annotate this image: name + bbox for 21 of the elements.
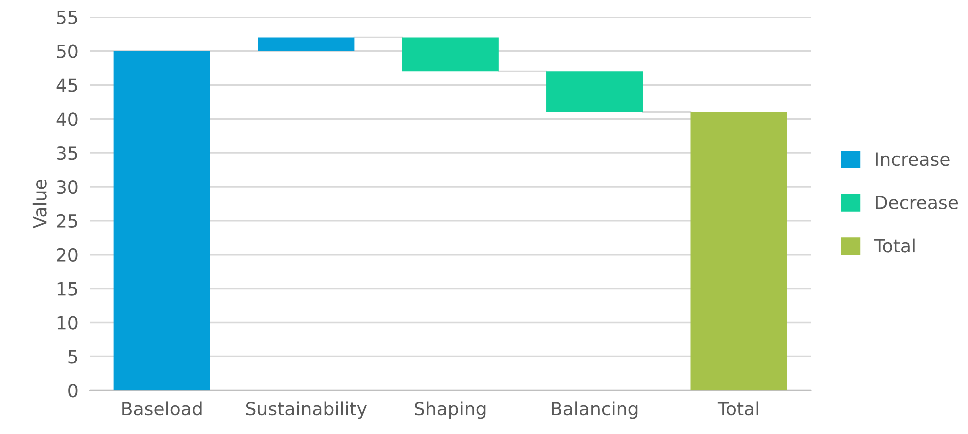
y-tick-label: 15 [58, 282, 78, 296]
x-tick-label: Shaping [415, 402, 486, 420]
y-tick-label: 55 [57, 11, 78, 24]
x-tick-label: Balancing [552, 402, 638, 420]
y-tick-label: 40 [56, 112, 78, 126]
x-tick-label: Sustainability [246, 402, 367, 420]
y-tick-label: 30 [57, 180, 78, 194]
y-tick-label: 50 [57, 44, 78, 58]
y-axis-title: Value [32, 180, 47, 229]
y-tick-label: 45 [56, 78, 78, 92]
x-tick-label: Baseload [122, 402, 202, 416]
y-tick-label: 10 [58, 316, 78, 330]
y-tick-label: 0 [68, 384, 78, 398]
y-tick-label: 5 [68, 350, 78, 364]
x-tick-label: Total [718, 402, 758, 416]
y-tick-label: 25 [57, 214, 78, 228]
legend-label: Increase [876, 152, 950, 166]
y-tick-label: 20 [57, 248, 78, 262]
legend-label: Decrease [876, 196, 958, 210]
legend-label: Total [874, 238, 915, 253]
y-tick-label: 35 [57, 146, 78, 160]
